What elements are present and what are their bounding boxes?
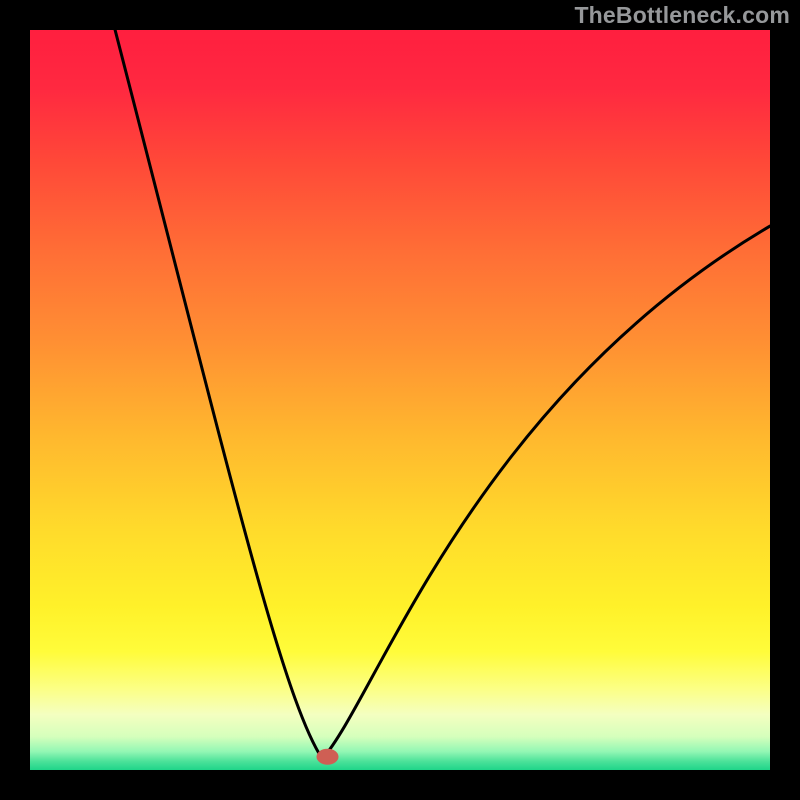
plot-background — [30, 30, 770, 770]
minimum-marker — [317, 749, 339, 765]
chart-frame: TheBottleneck.com — [0, 0, 800, 800]
watermark-text: TheBottleneck.com — [574, 2, 790, 29]
bottleneck-chart — [30, 30, 770, 770]
